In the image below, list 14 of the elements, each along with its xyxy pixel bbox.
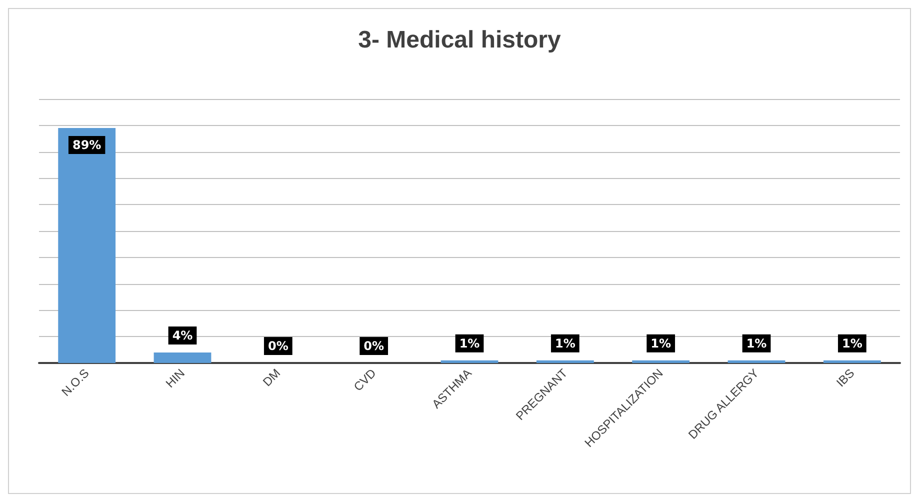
- chart-title: 3- Medical history: [358, 26, 562, 54]
- data-label: 1%: [842, 336, 862, 350]
- data-label: 0%: [268, 339, 288, 353]
- data-label: 89%: [72, 138, 102, 152]
- data-label: 0%: [364, 339, 384, 353]
- x-tick-label: HIN: [162, 366, 188, 391]
- x-tick-label: IBS: [834, 366, 858, 390]
- data-label: 4%: [172, 328, 193, 342]
- x-tick-label: DM: [260, 366, 284, 390]
- x-tick-label: CVD: [350, 366, 380, 394]
- data-label: 1%: [746, 336, 767, 350]
- data-label: 1%: [459, 336, 480, 350]
- data-label: 1%: [650, 336, 672, 350]
- data-label: 1%: [554, 336, 576, 350]
